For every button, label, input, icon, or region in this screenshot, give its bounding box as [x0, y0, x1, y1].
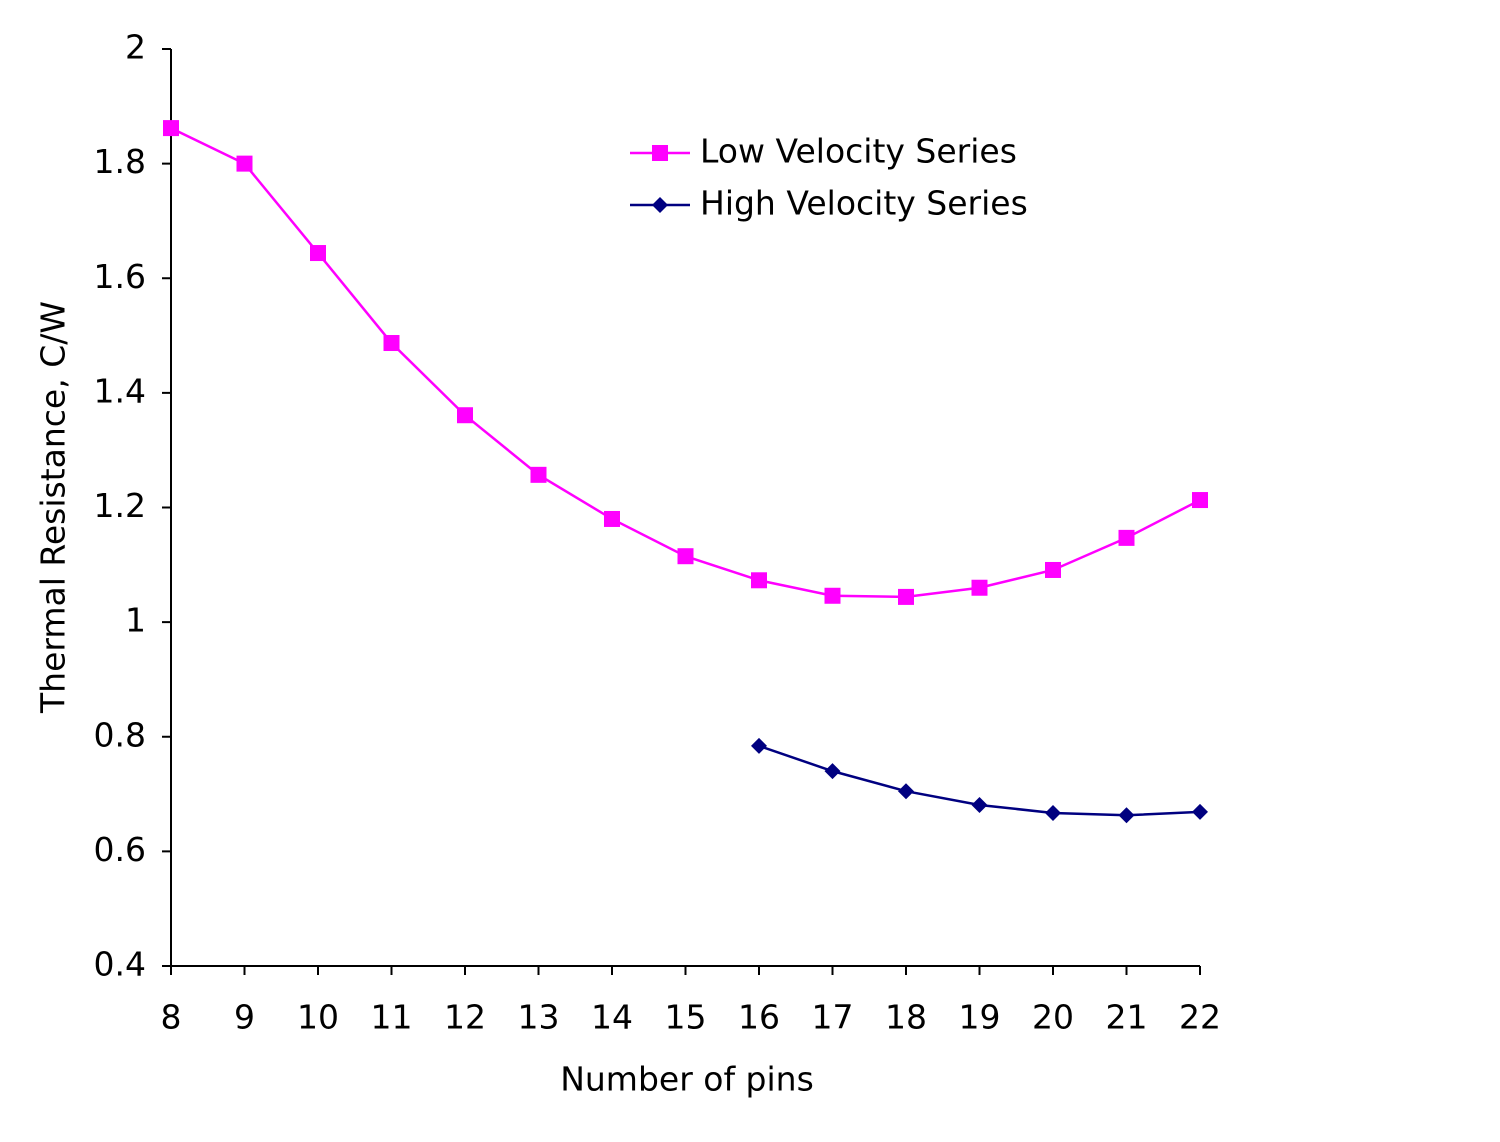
data-point [236, 155, 253, 172]
x-tick-label: 18 [885, 998, 927, 1037]
data-point [604, 510, 620, 527]
y-tick-label: 2 [125, 28, 146, 67]
y-tick-label: 1.6 [94, 257, 146, 296]
series-line [170, 126, 1201, 599]
data-point [1045, 561, 1061, 578]
data-point [824, 587, 841, 604]
y-tick-label: 1.4 [94, 371, 146, 410]
data-point [163, 120, 179, 137]
x-tick-label: 14 [591, 998, 633, 1037]
data-point [971, 796, 988, 813]
x-tick-label: 22 [1179, 998, 1221, 1037]
y-axis-label: Thermal Resistance, C/W [34, 301, 73, 714]
x-tick-label: 9 [234, 998, 255, 1037]
y-tick-label: 0.4 [94, 945, 146, 984]
data-point [824, 763, 841, 780]
data-point [1192, 803, 1208, 820]
data-point [310, 245, 326, 262]
x-tick-label: 21 [1106, 998, 1148, 1037]
legend-label: Low Velocity Series [700, 132, 1017, 171]
x-tick-label: 16 [738, 998, 780, 1037]
data-point [1118, 807, 1135, 824]
data-point [1192, 492, 1208, 509]
y-tick-label: 1.8 [94, 142, 146, 181]
x-tick-label: 15 [665, 998, 707, 1037]
data-point [677, 548, 694, 565]
x-tick-label: 11 [371, 998, 413, 1037]
y-tick-label: 0.6 [94, 830, 146, 869]
data-point [530, 466, 547, 483]
x-axis-label: Number of pins [560, 1060, 814, 1099]
x-tick-label: 17 [812, 998, 854, 1037]
legend-marker [652, 197, 668, 213]
y-tick-label: 0.8 [94, 715, 146, 754]
x-tick-label: 12 [444, 998, 486, 1037]
data-point [751, 572, 767, 589]
x-tick-label: 10 [297, 998, 339, 1037]
x-tick-label: 20 [1032, 998, 1074, 1037]
data-point [898, 588, 914, 605]
y-tick-label: 1 [125, 601, 146, 640]
x-tick-label: 8 [161, 998, 182, 1037]
data-point [1045, 804, 1061, 821]
data-point [971, 579, 988, 596]
data-point [898, 783, 914, 800]
y-tick-label: 1.2 [94, 486, 146, 525]
data-point [457, 407, 473, 424]
data-point [383, 335, 400, 352]
data-point [751, 737, 767, 754]
legend-label: High Velocity Series [700, 184, 1028, 223]
data-point [1118, 529, 1135, 546]
x-tick-label: 19 [959, 998, 1001, 1037]
x-tick-label: 13 [518, 998, 560, 1037]
legend-marker [652, 145, 668, 161]
